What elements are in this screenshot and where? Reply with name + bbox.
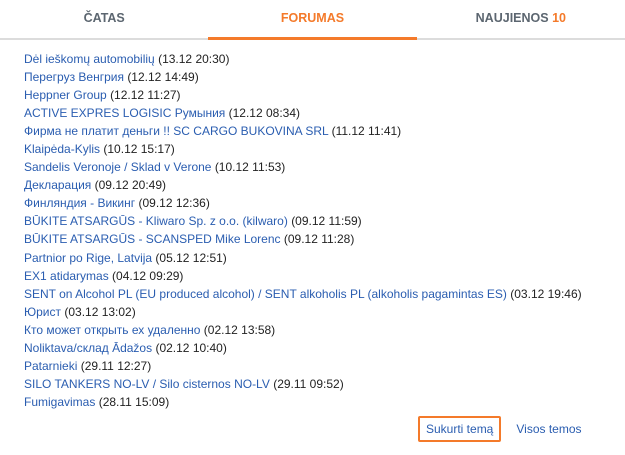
tab-label: NAUJIENOS bbox=[475, 11, 549, 25]
forum-footer: Sukurti temą Visos temos bbox=[418, 416, 582, 442]
topic-date: (12.12 14:49) bbox=[127, 70, 199, 85]
list-item: Финляндия - Викинг (09.12 12:36) bbox=[24, 194, 582, 212]
tab-naujienos[interactable]: NAUJIENOS 10 bbox=[417, 0, 625, 38]
topic-link[interactable]: Финляндия - Викинг bbox=[24, 196, 136, 211]
topic-date: (03.12 13:02) bbox=[64, 304, 136, 319]
topic-link[interactable]: Фирма не платит деньги !! SC CARGO BUKOV… bbox=[24, 124, 329, 139]
topic-date: (09.12 11:28) bbox=[283, 232, 355, 247]
topic-date: (29.11 12:27) bbox=[80, 358, 152, 373]
list-item: Юрист (03.12 13:02) bbox=[24, 303, 582, 321]
topic-date: (02.12 10:40) bbox=[155, 340, 227, 355]
topic-date: (10.12 15:17) bbox=[103, 142, 175, 157]
list-item: Patarnieki (29.11 12:27) bbox=[24, 357, 582, 375]
topic-date: (29.11 09:52) bbox=[273, 376, 344, 391]
topic-date: (03.12 19:46) bbox=[510, 286, 582, 301]
list-item: BŪKITE ATSARGŪS - Kliwaro Sp. z o.o. (ki… bbox=[24, 212, 582, 230]
list-item: Noliktava/склад Ādažos (02.12 10:40) bbox=[24, 339, 582, 357]
topic-date: (28.11 15:09) bbox=[98, 394, 170, 409]
list-item: Декларация (09.12 20:49) bbox=[24, 176, 582, 194]
tab-forumas[interactable]: FORUMAS bbox=[208, 0, 417, 40]
topic-link[interactable]: Dėl ieškomų automobilių bbox=[24, 52, 155, 66]
tab-catas[interactable]: ČATAS bbox=[0, 0, 208, 38]
list-item: Фирма не платит деньги !! SC CARGO BUKOV… bbox=[24, 122, 582, 140]
topic-link[interactable]: Юрист bbox=[24, 304, 61, 319]
topic-link[interactable]: Partnior po Rige, Latvija bbox=[24, 250, 153, 265]
tab-label: FORUMAS bbox=[280, 11, 345, 25]
topic-link[interactable]: Кто может открыть ех удаленно bbox=[24, 322, 201, 337]
tab-bar: ČATAS FORUMAS NAUJIENOS 10 bbox=[0, 0, 625, 40]
topic-link[interactable]: Fumigavimas bbox=[24, 394, 96, 409]
create-topic-button[interactable]: Sukurti temą bbox=[418, 416, 502, 442]
topic-date: (12.12 11:27) bbox=[110, 88, 181, 103]
topic-link[interactable]: BŪKITE ATSARGŪS - SCANSPED Mike Lorenc bbox=[24, 232, 281, 247]
list-item: Кто может открыть ех удаленно (02.12 13:… bbox=[24, 321, 582, 339]
topic-list: Dėl ieškomų automobilių (13.12 20:30) Пер… bbox=[24, 50, 582, 411]
list-item: EX1 atidarymas (04.12 09:29) bbox=[24, 267, 582, 285]
list-item: Klaipėda-Kylis (10.12 15:17) bbox=[24, 140, 582, 158]
list-item: BŪKITE ATSARGŪS - SCANSPED Mike Lorenc (… bbox=[24, 230, 582, 248]
list-item: SENT on Alcohol PL (EU produced alcohol)… bbox=[24, 285, 582, 303]
topic-date: (09.12 20:49) bbox=[94, 178, 167, 193]
topic-link[interactable]: SILO TANKERS NO-LV / Silo cisternos NO-L… bbox=[24, 376, 270, 391]
topic-link[interactable]: BŪKITE ATSARGŪS - Kliwaro Sp. z o.o. (ki… bbox=[24, 214, 288, 229]
list-item: ACTIVE EXPRES LOGISIC Румыния (12.12 08:… bbox=[24, 104, 582, 122]
topic-date: (10.12 11:53) bbox=[214, 160, 286, 175]
topic-date: (05.12 12:51) bbox=[155, 250, 227, 265]
all-topics-link[interactable]: Visos temos bbox=[516, 422, 582, 436]
topic-link[interactable]: Noliktava/склад Ādažos bbox=[24, 340, 153, 355]
list-item: Fumigavimas (28.11 15:09) bbox=[24, 393, 582, 411]
list-item: Перегруз Венгрия (12.12 14:49) bbox=[24, 68, 582, 86]
topic-link[interactable]: Декларация bbox=[24, 178, 92, 193]
topic-date: (04.12 09:29) bbox=[112, 268, 184, 283]
list-item: Dėl ieškomų automobilių (13.12 20:30) bbox=[24, 50, 582, 68]
topic-date: (09.12 11:59) bbox=[291, 214, 362, 229]
topic-link[interactable]: Перегруз Венгрия bbox=[24, 70, 124, 85]
topic-link[interactable]: Heppner Group bbox=[24, 88, 107, 103]
topic-link[interactable]: EX1 atidarymas bbox=[24, 268, 109, 283]
topic-date: (13.12 20:30) bbox=[158, 52, 230, 66]
topic-link[interactable]: SENT on Alcohol PL (EU produced alcohol)… bbox=[24, 286, 507, 301]
topic-link[interactable]: ACTIVE EXPRES LOGISIC Румыния bbox=[24, 106, 226, 121]
topic-link[interactable]: Klaipėda-Kylis bbox=[24, 142, 101, 157]
topic-date: (12.12 08:34) bbox=[228, 106, 301, 121]
tab-label: ČATAS bbox=[83, 11, 125, 25]
list-item: Heppner Group (12.12 11:27) bbox=[24, 86, 582, 104]
news-count-badge: 10 bbox=[552, 11, 566, 25]
topic-date: (09.12 12:36) bbox=[138, 196, 210, 211]
list-item: SILO TANKERS NO-LV / Silo cisternos NO-L… bbox=[24, 375, 582, 393]
topic-link[interactable]: Sandelis Veronoje / Sklad v Verone bbox=[24, 160, 212, 175]
list-item: Partnior po Rige, Latvija (05.12 12:51) bbox=[24, 249, 582, 267]
topic-date: (02.12 13:58) bbox=[203, 322, 276, 337]
topic-link[interactable]: Patarnieki bbox=[24, 358, 78, 373]
topic-date: (11.12 11:41) bbox=[331, 124, 402, 139]
list-item: Sandelis Veronoje / Sklad v Verone (10.1… bbox=[24, 158, 582, 176]
